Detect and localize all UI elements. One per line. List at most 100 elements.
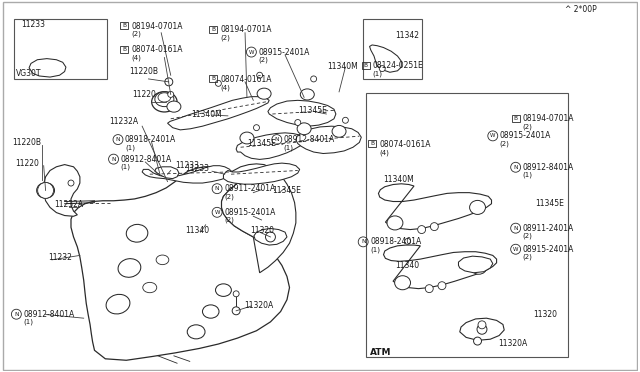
Text: (2): (2) [259, 57, 268, 63]
Text: ATM: ATM [369, 348, 391, 357]
Polygon shape [155, 167, 179, 179]
Text: 11233: 11233 [22, 20, 45, 29]
Text: 08912-8401A: 08912-8401A [523, 163, 574, 172]
Bar [365, 93, 568, 357]
Text: 08915-2401A: 08915-2401A [523, 245, 574, 254]
Ellipse shape [202, 305, 219, 318]
Text: 11232: 11232 [48, 253, 72, 262]
Bar [209, 76, 217, 82]
Text: (2): (2) [523, 254, 532, 260]
Polygon shape [369, 45, 401, 72]
Text: 11340: 11340 [186, 226, 209, 235]
Ellipse shape [143, 282, 157, 293]
Text: (4): (4) [220, 84, 230, 90]
Text: (2): (2) [224, 193, 234, 200]
Polygon shape [71, 167, 289, 360]
Text: B: B [211, 76, 215, 81]
Text: 08911-2401A: 08911-2401A [523, 224, 574, 232]
Text: (2): (2) [220, 35, 230, 41]
Circle shape [68, 180, 74, 186]
Polygon shape [296, 126, 362, 154]
Circle shape [165, 78, 173, 86]
Ellipse shape [126, 224, 148, 242]
Circle shape [342, 117, 348, 123]
Circle shape [404, 238, 411, 244]
Text: 08915-2401A: 08915-2401A [500, 131, 551, 140]
Circle shape [430, 223, 438, 231]
Bar [363, 19, 422, 79]
Text: 11340M: 11340M [192, 110, 223, 119]
Text: 11233: 11233 [186, 164, 209, 173]
Text: W: W [490, 134, 495, 138]
Text: 08124-0251E: 08124-0251E [372, 61, 424, 70]
Ellipse shape [387, 216, 403, 230]
Text: 11345E: 11345E [298, 106, 326, 115]
Polygon shape [44, 164, 80, 216]
Text: ^ 2*00P: ^ 2*00P [564, 5, 596, 14]
Bar [14, 19, 108, 79]
Text: (1): (1) [370, 247, 380, 253]
Text: (2): (2) [523, 123, 532, 130]
Text: B: B [122, 47, 126, 52]
Circle shape [257, 72, 262, 78]
Text: 11340M: 11340M [328, 62, 358, 71]
Circle shape [310, 76, 317, 82]
Polygon shape [29, 59, 66, 77]
Text: 08074-0161A: 08074-0161A [379, 140, 431, 149]
Text: W: W [249, 49, 254, 55]
Polygon shape [383, 245, 497, 289]
Ellipse shape [240, 132, 254, 144]
Bar [209, 26, 217, 33]
Text: 08912-8401A: 08912-8401A [284, 135, 335, 144]
Circle shape [380, 65, 385, 71]
Text: 11340M: 11340M [383, 175, 414, 184]
Text: N: N [14, 312, 19, 317]
Polygon shape [460, 318, 504, 340]
Text: 08915-2401A: 08915-2401A [224, 208, 275, 217]
Text: (1): (1) [372, 70, 383, 77]
Text: 08194-0701A: 08194-0701A [523, 114, 574, 123]
Circle shape [216, 80, 221, 86]
Circle shape [474, 337, 481, 345]
Text: N: N [275, 137, 279, 142]
Text: 11220B: 11220B [129, 67, 159, 77]
Text: 08194-0701A: 08194-0701A [131, 22, 183, 31]
Text: 08911-2401A: 08911-2401A [224, 184, 275, 193]
Text: 11232A: 11232A [109, 117, 138, 126]
Bar [368, 140, 376, 147]
Text: 11320A: 11320A [498, 339, 527, 347]
Text: 08912-8401A: 08912-8401A [120, 155, 172, 164]
Text: 08918-2401A: 08918-2401A [125, 135, 176, 144]
Text: 11220: 11220 [132, 90, 157, 99]
Ellipse shape [470, 201, 486, 214]
Text: 11320A: 11320A [244, 301, 273, 310]
Text: (1): (1) [125, 144, 135, 151]
Text: (1): (1) [23, 319, 33, 326]
Polygon shape [142, 166, 231, 183]
Polygon shape [221, 164, 296, 273]
Text: 08074-0161A: 08074-0161A [220, 75, 272, 84]
Ellipse shape [156, 255, 169, 264]
Text: (2): (2) [523, 233, 532, 239]
Text: VG30T: VG30T [17, 69, 42, 78]
Bar [120, 46, 129, 53]
Bar [120, 22, 129, 29]
Polygon shape [268, 100, 336, 126]
Ellipse shape [106, 294, 130, 314]
Text: (1): (1) [523, 172, 532, 179]
Text: B: B [122, 23, 126, 28]
Ellipse shape [300, 89, 314, 100]
Text: B: B [364, 63, 368, 68]
Text: 08912-8401A: 08912-8401A [23, 310, 75, 319]
Ellipse shape [257, 88, 271, 99]
Text: (4): (4) [131, 55, 141, 61]
Bar [362, 62, 370, 69]
Circle shape [418, 225, 426, 234]
Polygon shape [236, 133, 304, 160]
Ellipse shape [332, 125, 346, 137]
Text: B: B [211, 27, 215, 32]
Text: 11220: 11220 [15, 159, 39, 168]
Polygon shape [378, 184, 492, 230]
Ellipse shape [36, 183, 54, 198]
Text: (2): (2) [131, 31, 141, 38]
